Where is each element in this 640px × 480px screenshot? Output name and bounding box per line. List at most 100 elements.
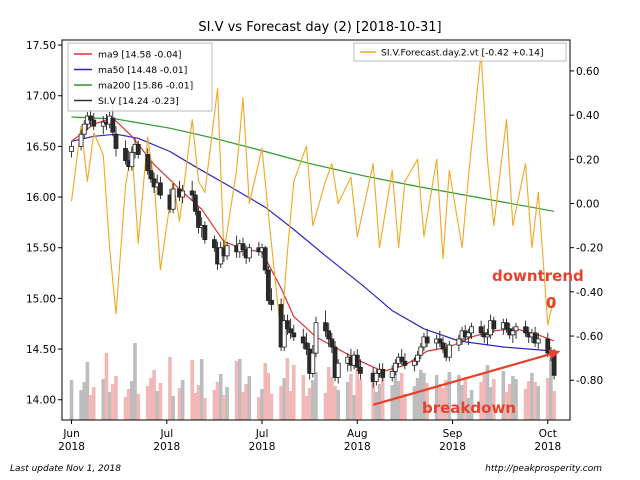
volume-bar [91,387,96,420]
volume-bar [507,384,512,420]
candle-body [402,360,408,366]
volume-bar [323,393,328,420]
candle-body [113,133,119,149]
volume-bar [269,394,274,420]
downtrend-label: downtrend [492,267,584,285]
volume-bar [412,386,417,420]
x-tick-label: Aug [347,428,368,440]
volume-bar [266,373,271,420]
volume-bar [422,373,426,420]
candle-body [313,322,319,354]
x-tick-year: 2018 [153,441,180,453]
volume-bar [279,386,283,420]
volume-bar [212,390,217,420]
candle-body [240,243,246,251]
trendline-arrow [372,353,551,406]
legend-item: ma50 [14.48 -0.01] [98,65,187,76]
volume-bar [463,377,468,420]
volume-bar [345,382,350,420]
candle-body [535,338,541,344]
left-tick-label: 15.50 [26,243,56,255]
volume-bar [149,378,153,420]
candle-body [456,338,462,346]
left-tick-label: 17.00 [26,91,56,103]
left-tick-label: 16.50 [26,141,56,153]
volume-bar [180,380,185,420]
volume-bar [536,386,541,420]
candle-body [465,332,471,338]
volume-bar [482,374,487,420]
volume-bar [82,382,87,420]
volume-bar [457,375,461,420]
volume-bar [225,387,229,420]
volume-bar [460,385,464,420]
candle-body [180,190,186,198]
candle-body [148,170,154,180]
volume-bar [425,383,429,420]
right-tick-label: -0.80 [576,375,603,387]
moving-averages [71,116,555,372]
candle-body [329,338,335,348]
candle-body [545,338,551,354]
volume-bar [466,398,471,420]
left-tick-label: 14.00 [26,395,56,407]
forecast-line [70,52,555,337]
volume-bar [123,397,128,420]
candle-body [469,326,474,334]
volume-bar [444,380,448,420]
x-tick-label: Oct [539,428,557,440]
volume-bar [155,391,160,420]
volume-bar [380,376,385,420]
volume-bar [511,376,515,420]
volume-bar [403,394,407,420]
volume-bar [130,381,134,420]
x-tick-label: Jul [159,428,173,440]
volume-bar [441,388,445,420]
left-tick-label: 16.00 [26,192,56,204]
last-update-label: Last update Nov 1, 2018 [10,464,121,474]
legend-item: SI.V [14.24 -0.23] [98,96,179,107]
forecast-line [70,52,555,337]
candle-body [88,115,93,121]
candle-body [513,326,519,332]
volume-bar [238,359,242,420]
volume-bar [101,379,106,420]
volume-bar [304,396,309,420]
candle-body [189,190,195,196]
volume-bar [263,363,267,420]
candle-body [485,334,490,338]
candle-body [415,354,421,362]
arrow-head [548,349,561,359]
candle-body [326,330,332,340]
source-url: http://peakprosperity.com [485,464,602,474]
volume-bar [485,365,490,420]
volume-bar [85,362,90,420]
volume-bar [203,398,207,420]
volume-bar [285,358,290,420]
candle-body [288,328,294,334]
volume-bar [314,372,318,420]
axes: 14.00 14.50 15.00 15.50 16.00 16.50 17.00 17.50… [26,39,603,453]
volume-bar [523,389,528,420]
candle-body [532,332,538,344]
volume-bar [330,377,334,420]
candle-body [392,362,398,372]
volume-bar [418,370,423,420]
volume-bar [438,384,442,420]
candle-body [129,152,135,168]
volume-bar [311,380,315,420]
candlesticks [69,103,557,388]
x-tick-label: Jul [255,428,269,440]
candle-body [224,245,230,257]
candle-body [145,154,151,172]
volume-bar [434,375,439,420]
ma200-line [71,116,555,212]
volume-bar [247,376,252,420]
volume-bar [469,390,474,420]
candle-body [323,322,328,332]
candle-body [437,338,443,344]
volume-bar [168,357,172,420]
candle-body [412,360,417,366]
volume-bar [190,360,194,420]
candle-body [285,320,290,330]
